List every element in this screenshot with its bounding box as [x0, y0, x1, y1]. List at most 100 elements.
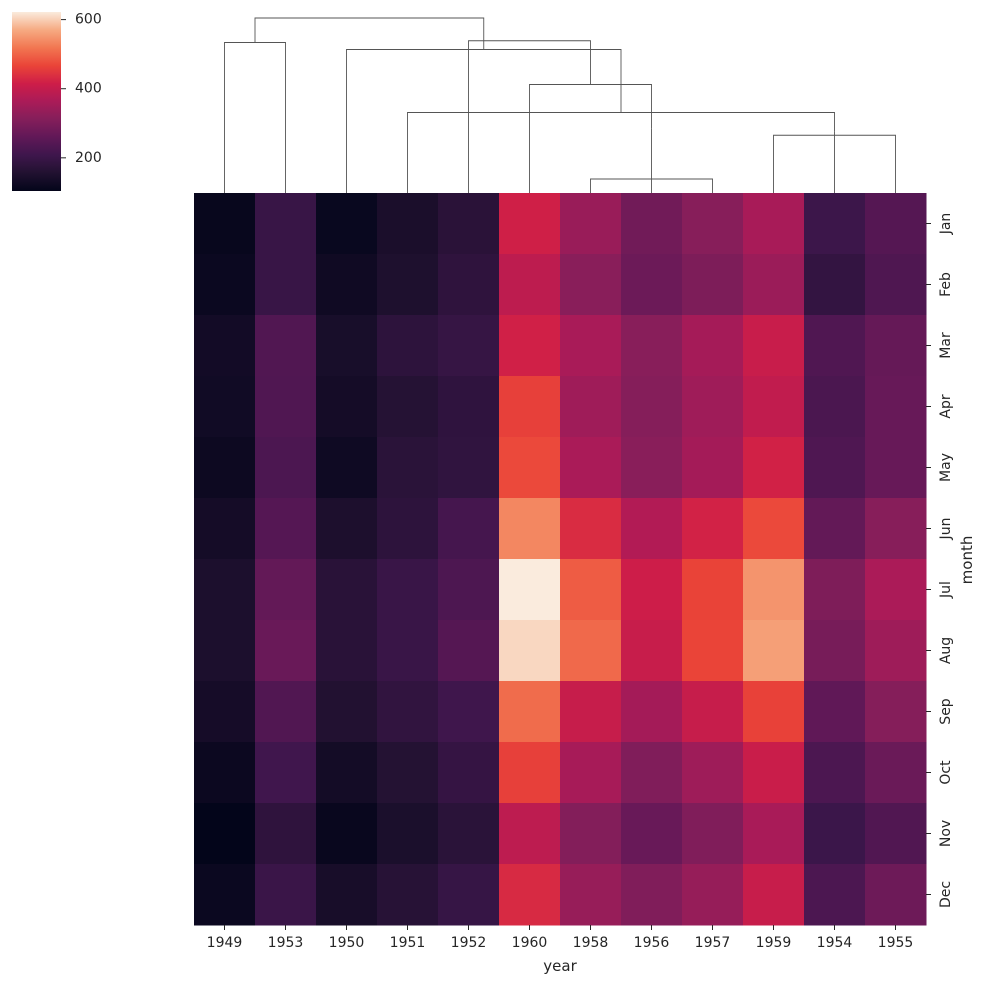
- heatmap-cell: [621, 437, 683, 499]
- heatmap-cell: [682, 681, 744, 743]
- heatmap-cell: [560, 376, 622, 438]
- heatmap-cell: [194, 437, 256, 499]
- heatmap-cell: [743, 742, 805, 804]
- heatmap-cell: [194, 681, 256, 743]
- heatmap-cell: [560, 498, 622, 560]
- heatmap-cell: [804, 803, 866, 865]
- heatmap-cell: [255, 864, 317, 926]
- heatmap-cell: [255, 742, 317, 804]
- heatmap-cell: [865, 376, 927, 438]
- x-tick-labels: 1949 1953 1950 1951 1952 1960 1958 1956 1957 1959…: [207, 925, 914, 951]
- heatmap-cell: [621, 254, 683, 316]
- heatmap-cell: [438, 498, 500, 560]
- heatmap-cell: [682, 315, 744, 377]
- heatmap-cell: [682, 193, 744, 255]
- heatmap-cell: [743, 498, 805, 560]
- heatmap-cell: [560, 742, 622, 804]
- heatmap-cell: [865, 742, 927, 804]
- heatmap-cell: [194, 254, 256, 316]
- heatmap-cell: [499, 681, 561, 743]
- heatmap-cell: [865, 681, 927, 743]
- heatmap-cell: [377, 193, 439, 255]
- heatmap-cell: [621, 620, 683, 682]
- dendrogram-link: [468, 40, 591, 193]
- heatmap-cell: [621, 803, 683, 865]
- dendrogram-link: [346, 49, 622, 193]
- heatmap-cell: [743, 559, 805, 621]
- heatmap-cell: [804, 254, 866, 316]
- y-tick-label: Oct: [938, 760, 954, 785]
- heatmap-cell: [255, 620, 317, 682]
- heatmap-cell: [499, 559, 561, 621]
- heatmap-cell: [194, 803, 256, 865]
- heatmap-cell: [804, 315, 866, 377]
- heatmap-cell: [865, 803, 927, 865]
- heatmap-cell: [804, 498, 866, 560]
- heatmap-cell: [194, 315, 256, 377]
- heatmap-cell: [682, 437, 744, 499]
- x-tick-label: 1953: [268, 935, 304, 951]
- y-tick-labels: Jan Feb Mar Apr May Jun Jul Aug Sep Oct Nov Dec: [926, 213, 954, 908]
- heatmap-cell: [865, 254, 927, 316]
- heatmap-cell: [682, 559, 744, 621]
- heatmap-cell: [194, 498, 256, 560]
- heatmap-cell: [377, 437, 439, 499]
- heatmap-cell: [499, 254, 561, 316]
- heatmap-cell: [316, 193, 378, 255]
- x-tick-label: 1949: [207, 935, 243, 951]
- heatmap-cell: [255, 681, 317, 743]
- heatmap-cell: [743, 193, 805, 255]
- heatmap-cell: [194, 559, 256, 621]
- heatmap-cell: [438, 437, 500, 499]
- heatmap-cell: [438, 193, 500, 255]
- heatmap-cell: [499, 864, 561, 926]
- heatmap-grid: [194, 193, 927, 926]
- heatmap-cell: [316, 742, 378, 804]
- heatmap-cell: [560, 559, 622, 621]
- heatmap-cell: [621, 376, 683, 438]
- heatmap-cell: [804, 681, 866, 743]
- heatmap-cell: [621, 315, 683, 377]
- heatmap-cell: [865, 620, 927, 682]
- heatmap-cell: [377, 315, 439, 377]
- heatmap-cell: [316, 803, 378, 865]
- heatmap-cell: [499, 498, 561, 560]
- heatmap-cell: [377, 620, 439, 682]
- heatmap-cell: [804, 620, 866, 682]
- heatmap-cell: [316, 559, 378, 621]
- dendrogram-link: [254, 17, 485, 50]
- heatmap-cell: [377, 498, 439, 560]
- heatmap-cell: [438, 742, 500, 804]
- heatmap-cell: [621, 193, 683, 255]
- heatmap-cell: [316, 315, 378, 377]
- heatmap-cell: [377, 864, 439, 926]
- heatmap-cell: [682, 498, 744, 560]
- heatmap-cell: [865, 193, 927, 255]
- heatmap-cell: [499, 803, 561, 865]
- heatmap-cell: [499, 620, 561, 682]
- heatmap-cell: [621, 559, 683, 621]
- heatmap-cell: [438, 620, 500, 682]
- heatmap-cell: [499, 315, 561, 377]
- heatmap-cell: [438, 681, 500, 743]
- y-tick-label: Nov: [938, 820, 954, 847]
- heatmap-cell: [743, 315, 805, 377]
- heatmap-cell: [621, 498, 683, 560]
- x-tick-label: 1957: [695, 935, 731, 951]
- heatmap-cell: [194, 742, 256, 804]
- x-tick-label: 1951: [390, 935, 426, 951]
- x-tick-label: 1955: [878, 935, 914, 951]
- x-axis-label: year: [543, 957, 577, 975]
- y-tick-label: Jul: [938, 581, 954, 599]
- heatmap-cell: [682, 864, 744, 926]
- heatmap-cell: [560, 437, 622, 499]
- x-tick-label: 1956: [634, 935, 670, 951]
- colorbar-tick-label: 400: [75, 81, 102, 97]
- heatmap-cell: [499, 742, 561, 804]
- heatmap-cell: [377, 254, 439, 316]
- heatmap-cell: [743, 437, 805, 499]
- heatmap-cell: [682, 254, 744, 316]
- heatmap-cell: [316, 254, 378, 316]
- heatmap-cell: [316, 681, 378, 743]
